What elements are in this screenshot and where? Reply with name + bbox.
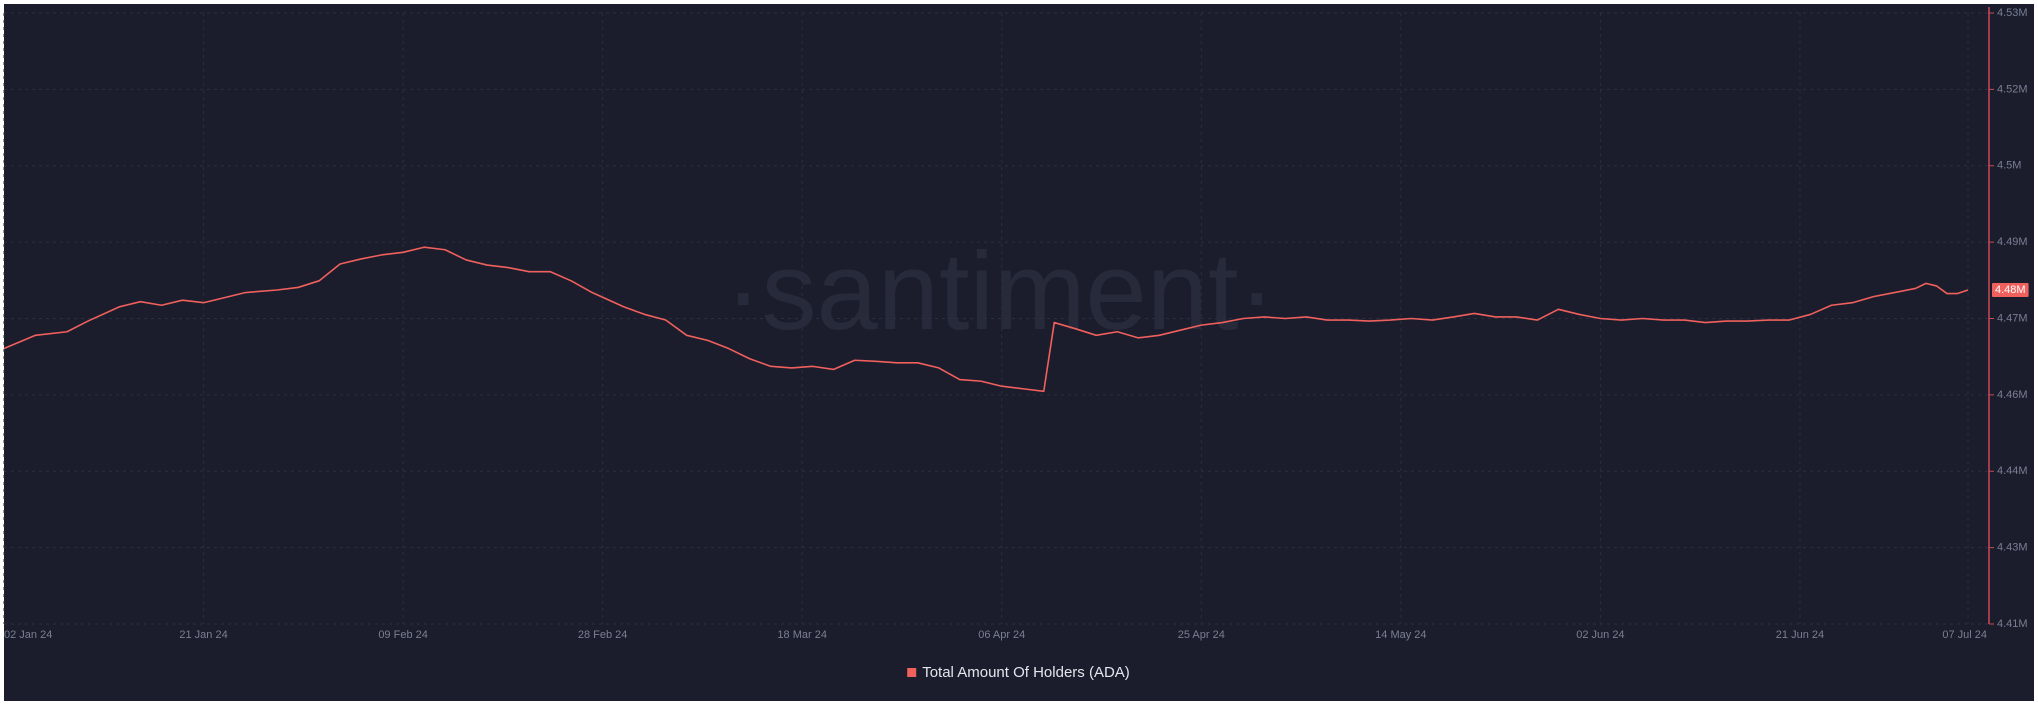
last-value-box xyxy=(1992,282,2029,297)
x-tick-label: 02 Jun 24 xyxy=(1576,629,1624,641)
last-value-label: 4.48M xyxy=(1995,284,2026,296)
x-tick-label: 25 Apr 24 xyxy=(1178,629,1225,641)
y-tick-label: 4.49M xyxy=(1997,236,2028,248)
x-tick-label: 06 Apr 24 xyxy=(978,629,1025,641)
watermark: ·santiment· xyxy=(725,230,1275,353)
y-tick-label: 4.5M xyxy=(1997,160,2021,172)
y-tick-label: 4.43M xyxy=(1997,542,2028,554)
x-tick-label: 21 Jun 24 xyxy=(1776,629,1824,641)
y-tick-label: 4.41M xyxy=(1997,618,2028,630)
x-tick-label: 09 Feb 24 xyxy=(378,629,428,641)
data-line xyxy=(3,246,1969,393)
x-tick-label: 07 Jul 24 xyxy=(1942,629,1987,641)
y-tick-label: 4.47M xyxy=(1997,312,2028,324)
y-tick-label: 4.46M xyxy=(1997,389,2028,401)
legend-label: Total Amount Of Holders (ADA) xyxy=(922,664,1130,681)
y-tick-label: 4.52M xyxy=(1997,83,2028,95)
x-tick-label: 28 Feb 24 xyxy=(578,629,628,641)
last-value-tag: 4.48M xyxy=(1992,282,2029,297)
x-tick-label: 21 Jan 24 xyxy=(179,629,227,641)
y-tick-label: 4.44M xyxy=(1997,465,2028,477)
legend: Total Amount Of Holders (ADA) xyxy=(907,664,1130,681)
chart-background xyxy=(4,4,2034,701)
x-tick-label: 18 Mar 24 xyxy=(777,629,827,641)
legend-swatch xyxy=(907,668,917,677)
x-tick-label: 14 May 24 xyxy=(1375,629,1426,641)
y-tick-label: 4.53M xyxy=(1997,7,2028,19)
x-tick-label: 02 Jan 24 xyxy=(4,629,52,641)
